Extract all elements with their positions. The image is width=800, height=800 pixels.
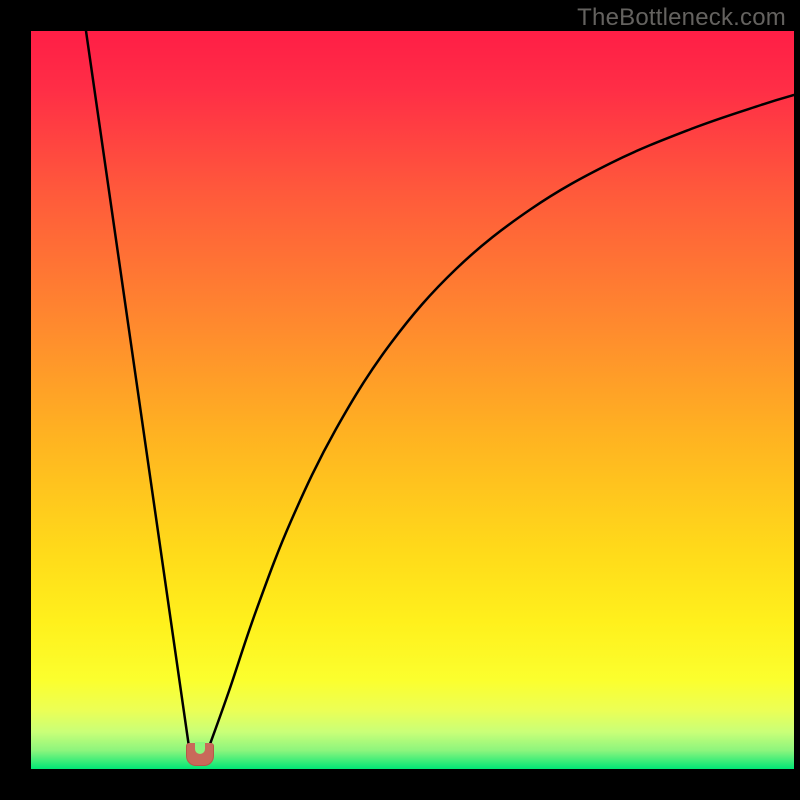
chart-stage: TheBottleneck.com (0, 0, 800, 800)
frame-bottom (0, 769, 800, 800)
frame-right (794, 0, 800, 800)
minimum-marker (186, 743, 214, 766)
frame-left (0, 0, 31, 800)
minimum-marker-notch (195, 742, 204, 754)
bottleneck-curve (31, 31, 794, 769)
watermark-text: TheBottleneck.com (577, 4, 786, 32)
plot-area (31, 31, 794, 769)
